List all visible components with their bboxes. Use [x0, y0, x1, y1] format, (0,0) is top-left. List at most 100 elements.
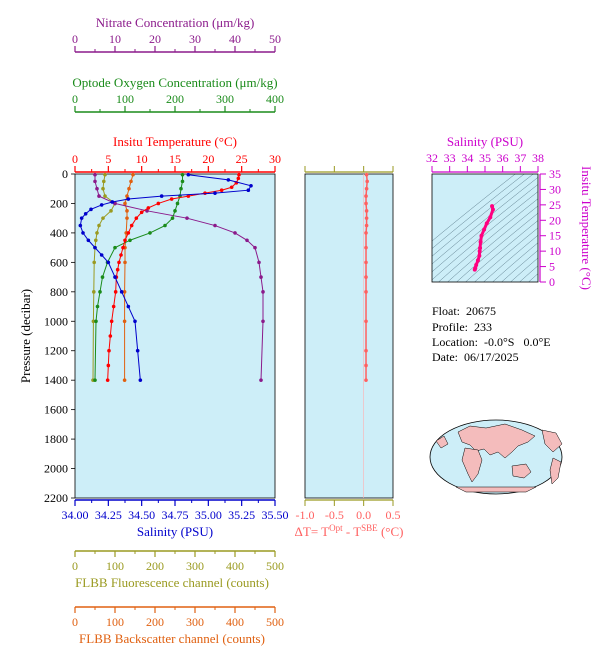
backscatter-tick-label: 300: [186, 615, 204, 629]
density-contour-line: [528, 273, 538, 282]
profile-label: Profile:: [432, 320, 468, 334]
pressure-tick-label: 1200: [44, 344, 68, 358]
ts-x-axis-label: Salinity (PSU): [447, 134, 523, 149]
salinity-axis: 34.00 34.25 34.50 34.75 35.00 35.25 35.50: [62, 499, 289, 522]
ts-y-tick-label: 35: [549, 167, 561, 181]
nitrate-tick-label: 40: [229, 32, 241, 46]
oxygen-axis: 0 100 200 300 400: [72, 92, 284, 113]
salinity-data-point: [93, 245, 97, 250]
backscatter-data-point: [122, 378, 127, 382]
salinity-tick-label: 34.75: [162, 508, 189, 522]
fluorescence-tick-label: 0: [72, 559, 78, 573]
profile-info: Profile: 233: [432, 320, 492, 335]
fluorescence-tick-label: 400: [226, 559, 244, 573]
temperature-tick-label: 20: [202, 152, 214, 166]
nitrate-data-point: [259, 378, 263, 382]
salinity-data-point: [81, 231, 85, 235]
salinity-tick-label: 34.25: [95, 508, 122, 522]
salinity-data-point: [113, 275, 117, 279]
salinity-data-point: [135, 348, 140, 353]
ts-data-point: [484, 221, 489, 226]
salinity-data-point: [186, 172, 191, 177]
location-label: Location:: [432, 335, 478, 349]
ts-y-tick-label: 10: [549, 244, 561, 258]
nitrate-tick-label: 20: [149, 32, 161, 46]
map-land-africa: [461, 447, 483, 483]
backscatter-data-point: [129, 179, 133, 184]
density-contour-line: [438, 198, 538, 282]
backscatter-data-point: [123, 260, 127, 265]
salinity-tick-label: 35.00: [195, 508, 222, 522]
pressure-tick-label: 0: [62, 167, 68, 181]
ts-data-point: [477, 249, 482, 254]
delta-t-data-point: [364, 201, 368, 206]
float-info: Float: 20675: [432, 304, 496, 319]
ts-x-tick-label: 36: [497, 151, 509, 165]
salinity-data-point: [86, 238, 91, 243]
temperature-data-point: [186, 194, 191, 198]
ts-x-tick-label: 35: [479, 151, 491, 165]
temperature-tick-label: 25: [236, 152, 248, 166]
temperature-data-point: [139, 210, 144, 215]
temperature-axis-label: Insitu Temperature (°C): [113, 134, 237, 149]
oxygen-data-point: [175, 201, 180, 206]
density-contour-line: [492, 242, 538, 282]
salinity-data-point: [226, 178, 231, 182]
backscatter-tick-label: 500: [266, 615, 284, 629]
salinity-axis-label: Salinity (PSU): [137, 524, 213, 539]
temperature-data-point: [106, 363, 111, 368]
delta-t-data-point: [364, 223, 369, 228]
delta-t-data-point: [364, 275, 368, 279]
pressure-tick-label: 800: [50, 285, 68, 299]
backscatter-tick-label: 200: [146, 615, 164, 629]
backscatter-data-point: [131, 172, 135, 177]
float-value: 20675: [466, 304, 497, 318]
ts-series: [472, 204, 495, 272]
fluorescence-axis: 0 100 200 300 400 500: [72, 550, 284, 573]
oxygen-tick-label: 200: [166, 92, 184, 106]
fluorescence-data-point: [92, 260, 96, 265]
salinity-data-point: [119, 290, 124, 294]
ts-data-point: [482, 227, 487, 232]
ts-y-tick-label: 0: [549, 275, 555, 289]
salinity-profile-line: [79, 174, 252, 381]
backscatter-data-point: [122, 290, 127, 294]
nitrate-tick-label: 10: [109, 32, 121, 46]
temperature-data-point: [107, 348, 111, 353]
delta-t-data-point: [364, 378, 368, 382]
temperature-data-point: [121, 245, 125, 250]
delta-t-data-point: [364, 209, 369, 213]
nitrate-data-point: [113, 201, 117, 206]
ts-data-point: [475, 258, 480, 263]
pressure-tick-label: 1800: [44, 432, 68, 446]
ts-data-point: [490, 204, 495, 209]
backscatter-data-point: [125, 216, 129, 220]
delta-t-plot-background: [304, 173, 394, 499]
fluorescence-tick-label: 100: [106, 559, 124, 573]
oxygen-data-point: [113, 245, 117, 250]
ts-y-tick-label: 15: [549, 229, 561, 243]
fluorescence-data-point: [91, 319, 96, 324]
backscatter-axis-label: FLBB Backscatter channel (counts): [79, 631, 265, 646]
oxygen-data-point: [163, 223, 167, 228]
temperature-data-point: [123, 238, 127, 243]
oxygen-data-point: [173, 209, 177, 213]
delta-t-tick-label: -0.5: [325, 508, 344, 522]
density-contours: [432, 174, 538, 282]
oxygen-data-point: [148, 231, 152, 235]
ts-x-tick-label: 33: [444, 151, 456, 165]
nitrate-profile-line: [94, 174, 264, 381]
nitrate-data-point: [261, 290, 265, 294]
salinity-data-point: [83, 211, 88, 216]
oxygen-data-point: [180, 172, 185, 177]
temperature-axis: 0 5 10 15 20 25 30: [72, 152, 281, 173]
temperature-data-point: [119, 253, 123, 257]
oxygen-tick-label: 0: [72, 92, 78, 106]
oxygen-data-point: [93, 378, 97, 382]
delta-t-data-point: [364, 216, 369, 220]
temperature-data-point: [229, 185, 234, 190]
ts-x-tick-label: 34: [461, 151, 473, 165]
backscatter-axis: 0 100 200 300 400 500: [72, 606, 284, 629]
nitrate-tick-label: 0: [72, 32, 78, 46]
temperature-tick-label: 10: [136, 152, 148, 166]
